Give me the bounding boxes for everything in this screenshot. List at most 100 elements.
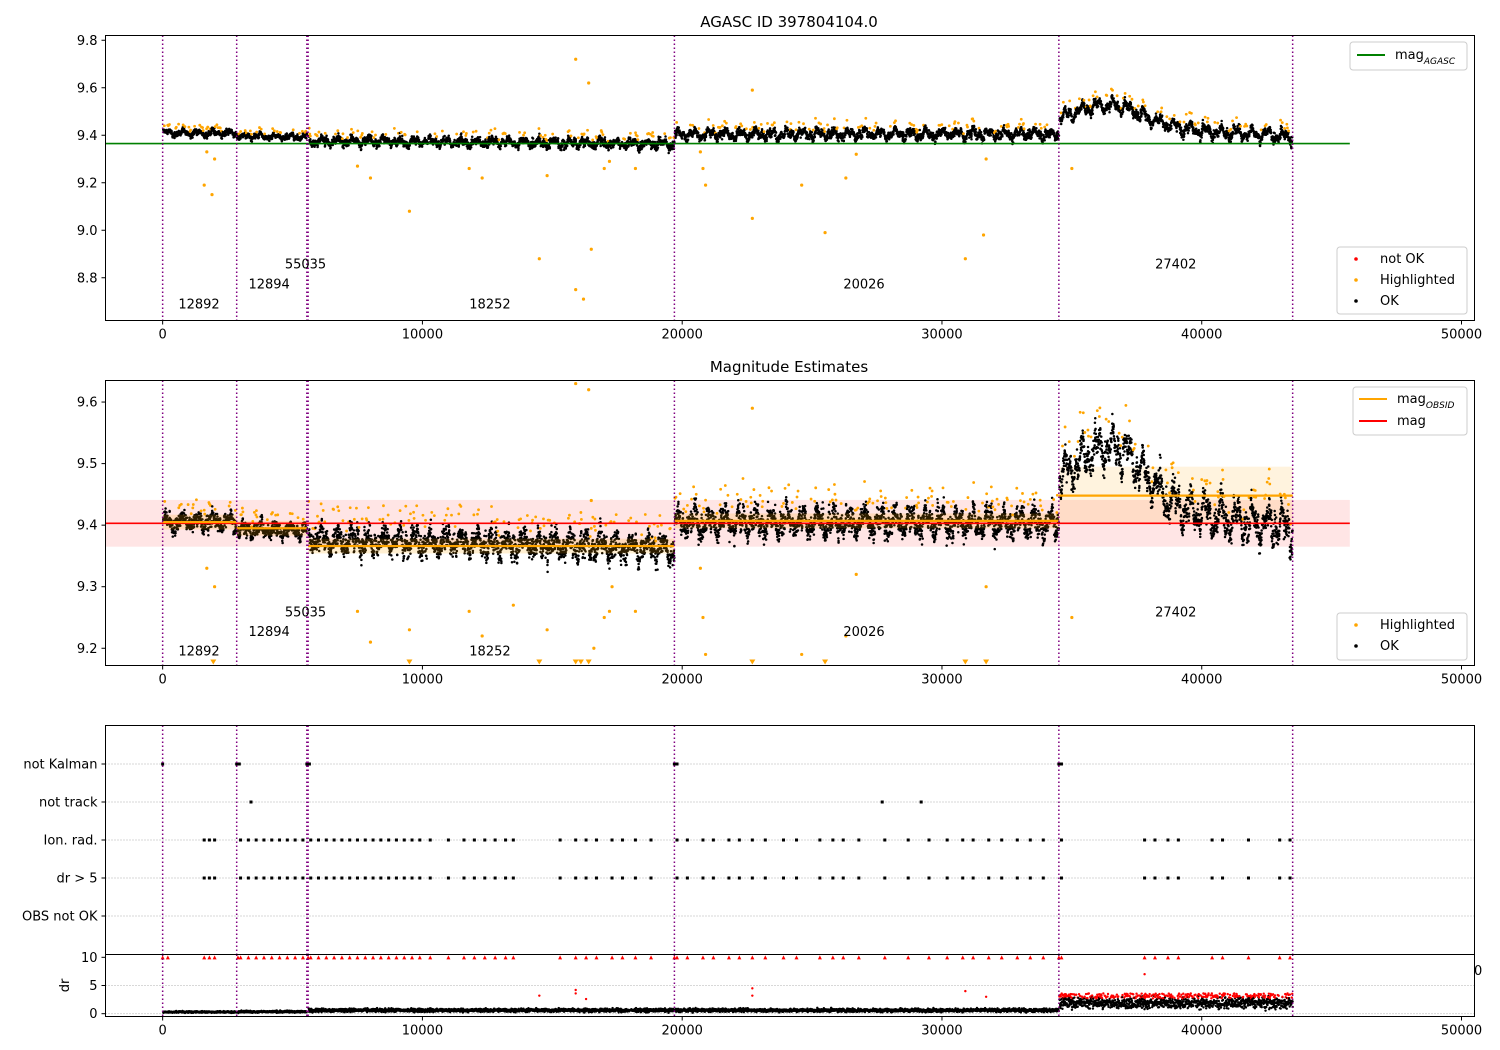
p1-ok-point (694, 127, 697, 130)
p1-ok-point (429, 134, 432, 138)
p1-ok-point (773, 126, 777, 130)
p1-ok-point (686, 138, 690, 142)
p1-highlighted-point (1018, 122, 1021, 126)
p1-ok-point (716, 137, 720, 141)
p1-ok-point (407, 147, 411, 150)
p1-highlighted-point (591, 138, 595, 142)
p1-highlighted-point (350, 127, 353, 131)
p1-ok-point (628, 136, 632, 139)
p1-ok-point (412, 135, 416, 138)
p1-ok-point (359, 148, 363, 151)
p1-highlighted-point (785, 120, 789, 124)
p1-ok-point (1048, 135, 1051, 139)
p1-highlighted-point (832, 117, 836, 121)
p1-highlighted-point (826, 123, 829, 127)
p1-highlighted-point (308, 134, 312, 138)
p1-highlighted-point (651, 131, 655, 134)
p1-ok-point (718, 136, 722, 139)
p1-highlighted-point (819, 122, 823, 126)
p1-ok-point (865, 127, 869, 130)
p1-highlighted-point (272, 129, 276, 133)
p1-ok-point (378, 144, 381, 148)
p1-highlighted-point (487, 131, 491, 135)
p1-ok-point (874, 136, 878, 139)
p1-ok-point (531, 137, 535, 140)
p1-ok-point (805, 131, 809, 134)
p1-highlighted-point (912, 123, 916, 127)
p1-ok-point (548, 147, 552, 150)
p1-highlighted-point (772, 121, 776, 125)
p1-highlighted-point (440, 129, 444, 133)
p1-ok-point (504, 144, 508, 147)
p1-highlighted-point (822, 127, 826, 130)
p1-highlighted-point (1034, 122, 1037, 126)
p1-highlighted-point (569, 134, 573, 138)
p1-highlighted-point (962, 132, 965, 136)
p1-highlighted-point (601, 133, 605, 137)
p1-ok-point (796, 135, 799, 138)
p1-highlighted-point (956, 121, 960, 125)
p1-highlighted-point (384, 133, 388, 136)
p1-ok-point (337, 132, 340, 135)
p1-ok-point (465, 138, 469, 142)
p1-ok-point (191, 136, 194, 139)
p1-ok-point (940, 133, 943, 136)
p1-ok-point (209, 132, 213, 135)
p1-ok-point (665, 140, 668, 144)
p1-highlighted-point (1068, 99, 1072, 103)
p1-highlighted-point (543, 133, 547, 137)
p1-ok-point (842, 139, 846, 143)
p1-ok-point (507, 134, 511, 137)
p1-highlighted-point (518, 130, 521, 134)
p1-highlighted-point (669, 136, 672, 140)
p1-ok-point (617, 139, 621, 142)
p1-ok-point (233, 134, 236, 138)
p1-ok-point (598, 134, 602, 138)
p1-ok-point (943, 126, 947, 130)
p1-highlighted-point (675, 121, 679, 124)
p1-ok-point (638, 151, 641, 154)
p1-highlighted-point (894, 119, 897, 123)
p1-ok-point (858, 129, 862, 132)
p1-highlighted-point (187, 125, 191, 129)
p1-ok-point (451, 145, 455, 149)
p1-ok-point (586, 138, 589, 141)
p1-highlighted-point (415, 130, 419, 134)
p1-highlighted-point (239, 130, 243, 133)
p1-highlighted-point (567, 129, 571, 133)
p1-ok-point (777, 140, 780, 143)
p1-highlighted-point (873, 124, 877, 128)
p1-highlighted-point (744, 127, 748, 131)
p1-ok-point (285, 132, 289, 135)
p1-highlighted-point (392, 127, 396, 130)
p1-ok-point (792, 131, 795, 134)
p1-highlighted-point (464, 132, 468, 135)
p1-ok-point (974, 130, 977, 133)
p1-highlighted-point (740, 124, 744, 128)
p1-ok-point (574, 140, 577, 143)
p1-ok-point (879, 134, 882, 137)
p1-highlighted-point (315, 134, 319, 138)
p1-ok-point (203, 136, 206, 140)
p1-highlighted-point (539, 134, 543, 137)
p1-highlighted-point (250, 132, 253, 136)
p1-highlighted-point (218, 126, 222, 130)
p1-ok-point (611, 145, 615, 149)
p1-ok-point (417, 138, 421, 142)
p1-highlighted-point (771, 123, 775, 127)
p1-ok-point (1001, 135, 1004, 138)
p1-ok-point (580, 135, 584, 139)
p1-highlighted-point (298, 131, 301, 135)
p1-ok-point (437, 140, 441, 143)
p1-highlighted-point (474, 129, 478, 133)
p1-highlighted-point (868, 126, 872, 130)
p1-highlighted-point (522, 133, 525, 137)
p1-highlighted-point (551, 132, 555, 136)
p1-ok-point (1059, 122, 1063, 126)
p1-ok-point (486, 145, 489, 149)
p1-highlighted-point (1022, 122, 1025, 125)
p1-ok-point (1043, 139, 1046, 142)
p1-ok-point (910, 133, 913, 137)
p1-ok-point (448, 139, 452, 142)
